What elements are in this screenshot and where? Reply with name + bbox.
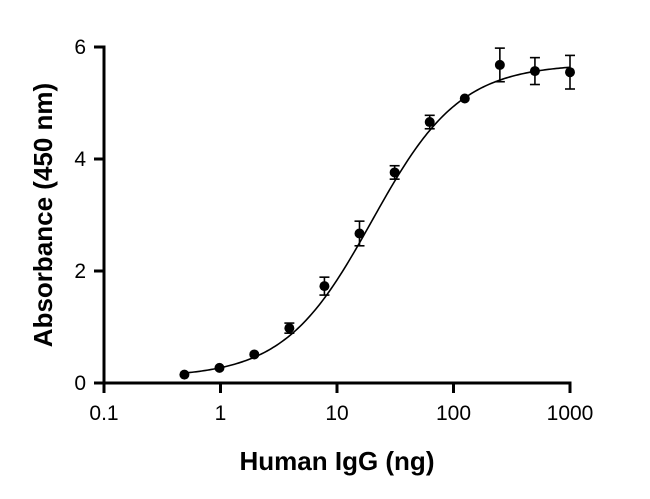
x-tick-label: 100: [436, 402, 471, 425]
data-point: [424, 117, 435, 128]
data-point: [179, 369, 190, 380]
data-point: [565, 67, 575, 78]
y-tick-label: 0: [74, 372, 86, 395]
x-tick-label: 0.1: [89, 402, 118, 425]
x-tick-label: 1: [215, 402, 227, 425]
x-axis-title: Human IgG (ng): [240, 446, 435, 476]
data-point: [284, 323, 295, 334]
x-tick-label: 1000: [547, 402, 594, 425]
y-tick-label: 4: [74, 148, 86, 171]
data-point: [354, 228, 365, 239]
x-tick-label: 10: [325, 402, 348, 425]
axes: [102, 45, 572, 385]
data-point: [459, 93, 470, 104]
y-axis-title: Absorbance (450 nm): [28, 83, 58, 347]
y-tick-label: 6: [74, 36, 86, 59]
data-point: [319, 281, 330, 292]
data-point: [249, 349, 260, 360]
data-point: [529, 66, 540, 77]
data-points: [179, 59, 575, 380]
data-point: [389, 167, 400, 178]
error-bars: [284, 47, 575, 334]
y-ticks: 0 2 4 6: [74, 36, 104, 395]
x-ticks: 0.1 1 10 100 1000: [89, 383, 593, 425]
data-point: [214, 362, 225, 373]
fit-curve: [184, 66, 571, 374]
y-tick-label: 2: [74, 260, 86, 283]
data-point: [494, 59, 505, 70]
